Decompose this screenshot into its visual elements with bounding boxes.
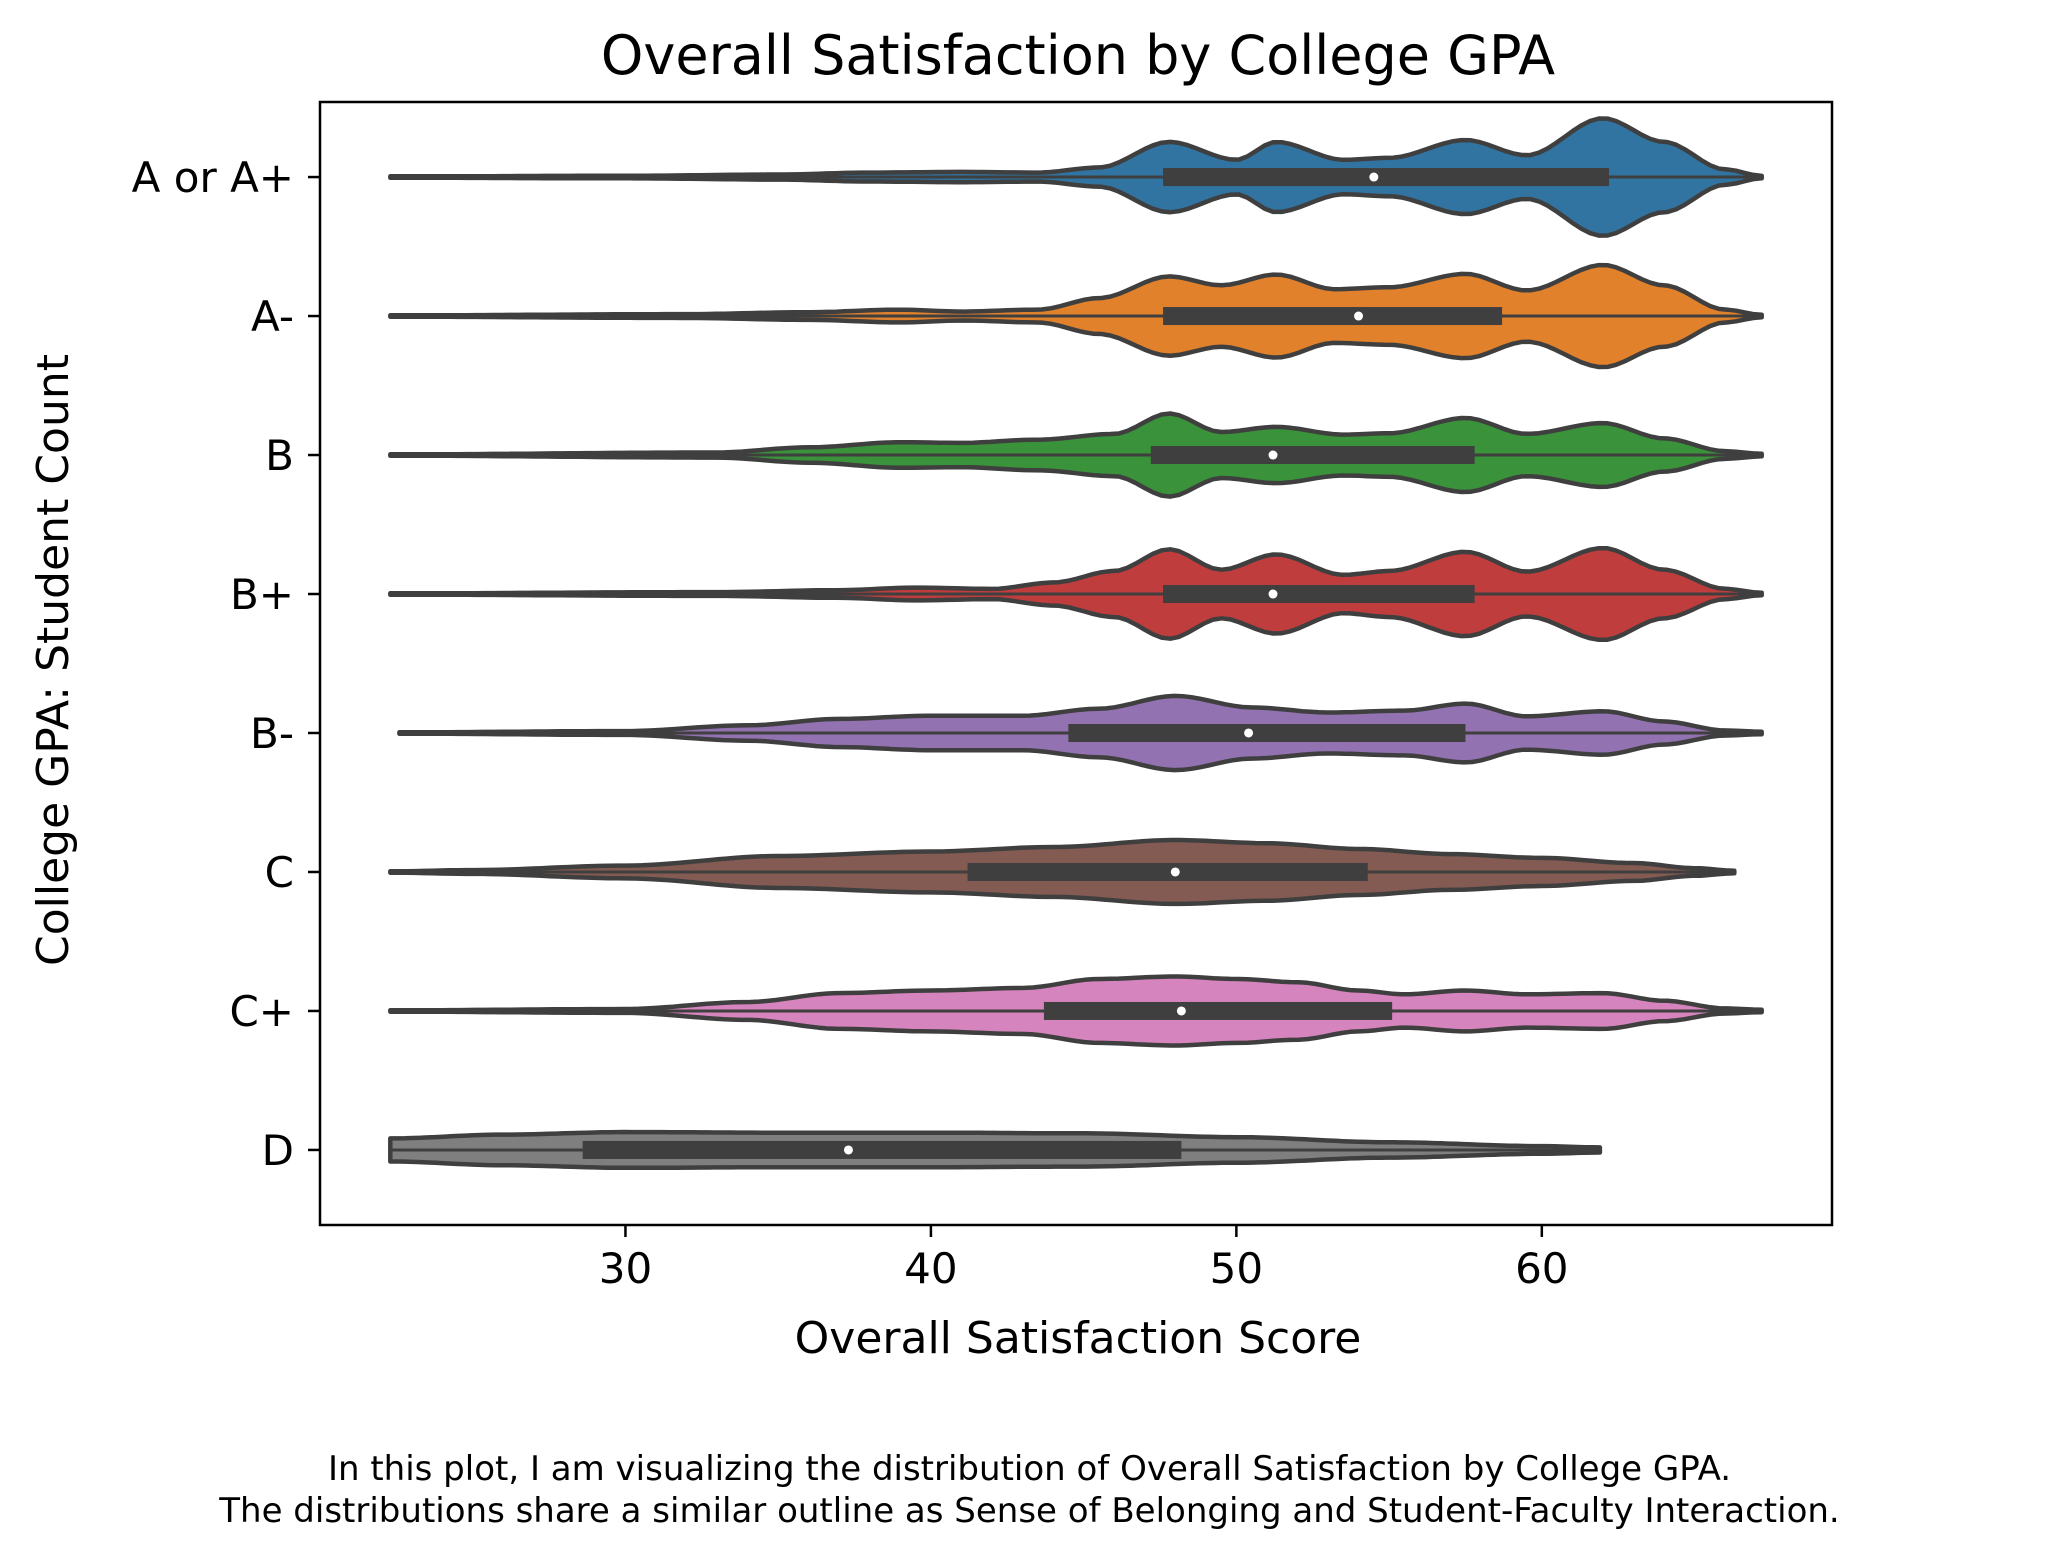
violin-3	[388, 411, 1764, 499]
iqr-box	[1150, 446, 1475, 465]
iqr-box	[967, 862, 1368, 881]
axes: 30 40 50 60 A or A+ A- B B+ B- C C+ D	[132, 100, 1834, 1293]
y-tick-label: C+	[229, 987, 294, 1036]
violin-8	[388, 1129, 1603, 1171]
x-axis-label: Overall Satisfaction Score	[795, 1313, 1362, 1364]
median-point	[843, 1145, 853, 1155]
caption-line-1: In this plot, I am visualizing the distr…	[327, 1449, 1732, 1489]
x-tick-label: 60	[1515, 1244, 1568, 1293]
violin-2	[388, 262, 1764, 370]
plot-area	[388, 116, 1764, 1171]
y-axis-label: College GPA: Student Count	[28, 354, 79, 966]
iqr-box	[1068, 723, 1466, 742]
caption-line-2: The distributions share a similar outlin…	[219, 1491, 1840, 1531]
y-tick-label: B	[265, 431, 294, 480]
y-tick-label: A-	[251, 292, 294, 341]
iqr-box	[1043, 1001, 1393, 1020]
violin-1	[388, 116, 1764, 238]
x-tick-label: 40	[904, 1244, 957, 1293]
caption: In this plot, I am visualizing the distr…	[0, 1448, 2059, 1532]
y-tick-label: C	[265, 848, 294, 897]
y-tick-label: A or A+	[132, 153, 294, 202]
median-point	[1176, 1006, 1186, 1016]
median-point	[1170, 867, 1180, 877]
median-point	[1268, 450, 1278, 460]
y-tick-label: B-	[250, 709, 294, 758]
median-point	[1369, 172, 1379, 182]
x-tick-label: 30	[599, 1244, 652, 1293]
x-tick-label: 50	[1210, 1244, 1263, 1293]
violin-5	[397, 693, 1764, 773]
median-point	[1354, 311, 1364, 321]
median-point	[1244, 728, 1254, 738]
violin-7	[388, 974, 1764, 1048]
iqr-box	[1163, 585, 1475, 604]
y-tick-label: B+	[230, 570, 294, 619]
iqr-box	[582, 1140, 1182, 1159]
median-point	[1268, 589, 1278, 599]
plot-frame	[318, 100, 1834, 1227]
iqr-box	[1163, 168, 1610, 187]
violin-4	[388, 545, 1764, 643]
chart-title: Overall Satisfaction by College GPA	[601, 24, 1555, 87]
iqr-box	[1163, 307, 1503, 326]
y-tick-label: D	[262, 1126, 294, 1175]
violin-6	[388, 837, 1737, 907]
